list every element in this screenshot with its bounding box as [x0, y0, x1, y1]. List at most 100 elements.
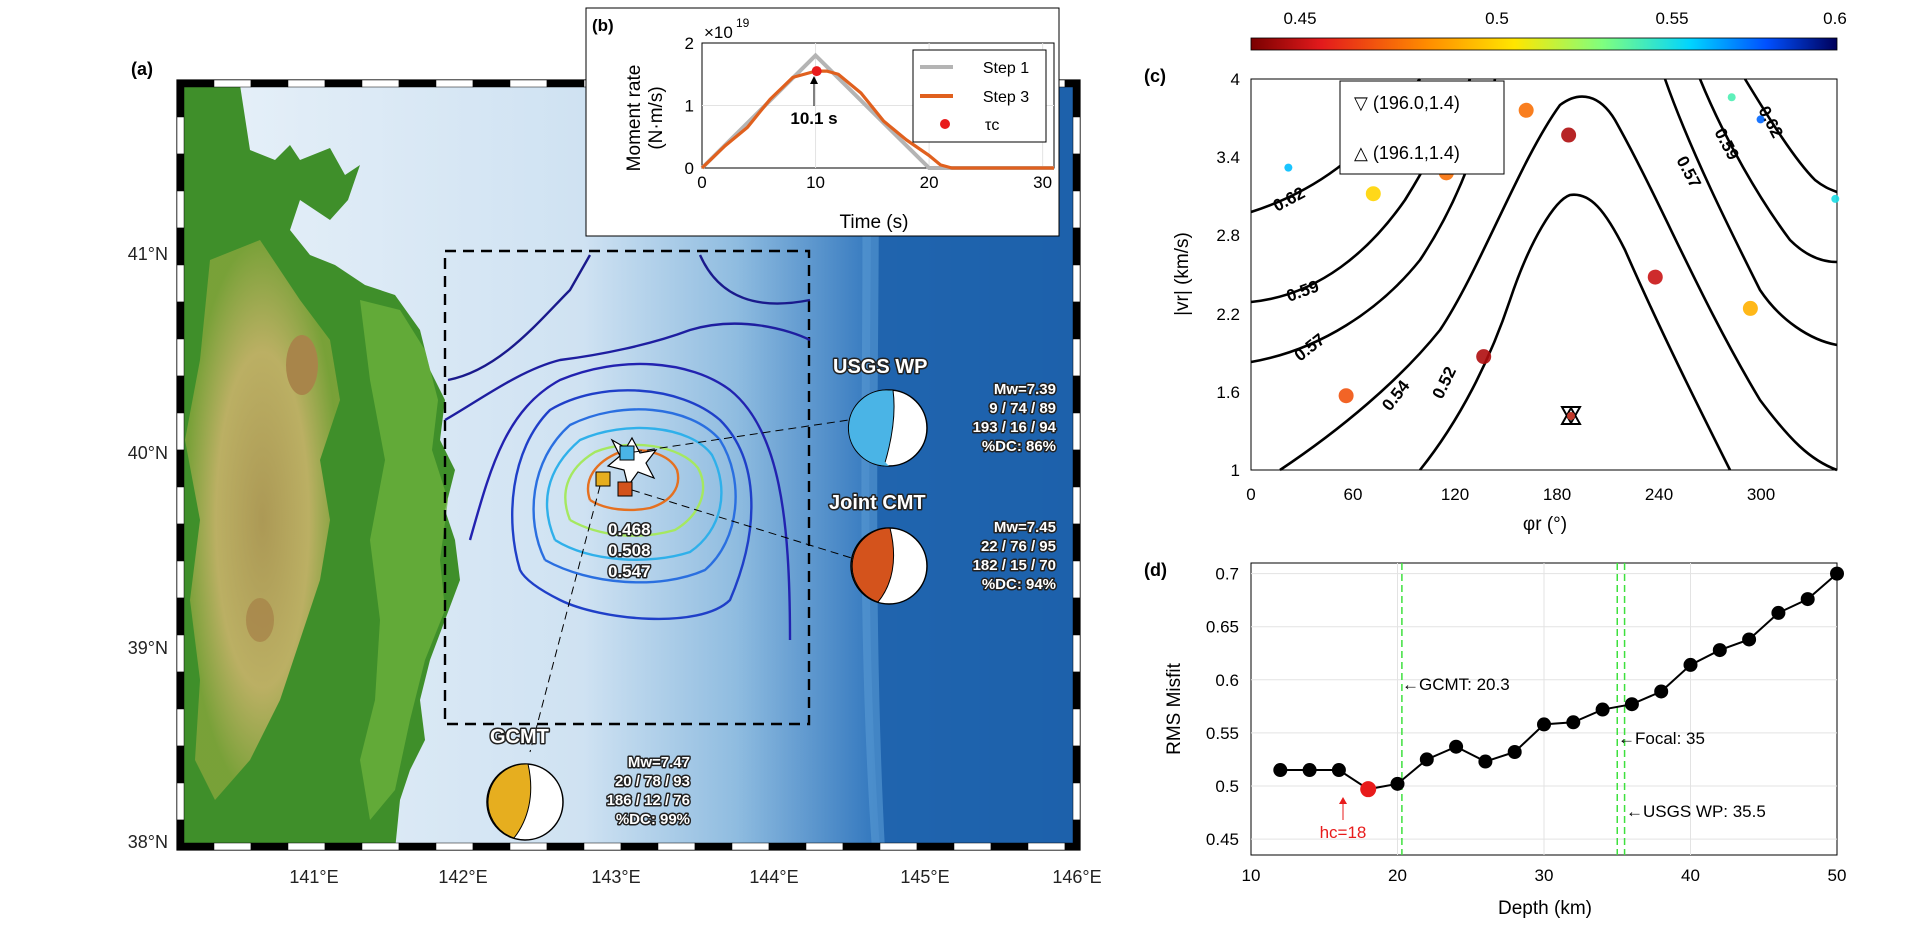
panel-a: (a) 0.468 0.508 — [128, 59, 1102, 887]
b-x-tick-label: 0 — [697, 173, 706, 192]
misfit-point — [1683, 657, 1698, 672]
exponent-power: 19 — [736, 16, 750, 30]
frame-tick — [1072, 819, 1081, 851]
legend-label: ▽ (196.0,1.4) — [1354, 93, 1460, 113]
misfit-point — [1390, 776, 1405, 791]
colorbar-ticks: 0.45 0.5 0.55 0.6 — [1283, 9, 1846, 28]
scatter-point — [1476, 349, 1492, 365]
solution-name: GCMT — [490, 726, 549, 748]
contour-label: 0.508 — [608, 541, 651, 560]
d-vlines — [1401, 563, 1626, 855]
frame-tick — [361, 842, 400, 851]
misfit-contours — [444, 254, 811, 641]
solution-mw: Mw=7.47 — [628, 754, 690, 771]
b-y-tick-label: 1 — [685, 97, 694, 116]
frame-tick — [879, 842, 918, 851]
frame-tick — [176, 301, 185, 340]
joint-location-marker — [617, 481, 633, 497]
b-marks — [700, 52, 1054, 170]
frame-tick — [435, 842, 474, 851]
d-y-tick-label: 0.7 — [1215, 565, 1239, 584]
frame-tick — [1072, 782, 1081, 821]
frame-tick — [1072, 301, 1081, 340]
frame-tick — [176, 190, 185, 229]
misfit-point — [1449, 739, 1464, 754]
tick-label: 180 — [1543, 485, 1571, 504]
solution-plane1: 22 / 76 / 95 — [981, 538, 1056, 555]
gcmt-location-marker — [595, 471, 611, 487]
frame-tick — [176, 671, 185, 710]
frame-tick — [250, 79, 289, 88]
frame-tick — [472, 842, 511, 851]
tick-label: 1 — [1231, 461, 1240, 480]
legend-label: Step 1 — [983, 60, 1029, 77]
solution-plane2: 182 / 15 / 70 — [973, 557, 1056, 574]
lon-tick-label: 143°E — [591, 867, 640, 887]
frame-tick — [176, 338, 185, 377]
b-y-tick-label: 2 — [685, 34, 694, 53]
annotation-gcmt: ←GCMT: 20.3 — [1402, 675, 1510, 694]
frame-tick — [398, 842, 437, 851]
contour-label: 0.547 — [608, 562, 651, 581]
scatter-point — [1561, 127, 1577, 143]
frame-tick — [176, 116, 185, 155]
frame-tick — [472, 79, 511, 88]
frame-tick — [1072, 671, 1081, 710]
frame-tick — [398, 79, 437, 88]
frame-tick — [1072, 449, 1081, 488]
scatter-point — [1647, 269, 1663, 285]
annotation-usgs: ←USGS WP: 35.5 — [1626, 802, 1766, 821]
frame-tick — [731, 842, 770, 851]
frame-tick — [176, 523, 185, 562]
beachball-gcmt — [486, 763, 564, 841]
map-frame-ticks — [176, 79, 1081, 851]
peak-label: 10.1 s — [790, 109, 837, 128]
tick-label: 240 — [1645, 485, 1673, 504]
frame-tick — [176, 153, 185, 192]
best-fit-point — [1567, 412, 1575, 420]
b-x-tick-label: 30 — [1033, 173, 1052, 192]
colorbar-tick-label: 0.5 — [1485, 9, 1509, 28]
frame-tick — [990, 842, 1029, 851]
b-y-tick-label: 0 — [685, 159, 694, 178]
solution-plane2: 193 / 16 / 94 — [973, 419, 1057, 436]
frame-tick — [176, 227, 185, 266]
hc-label: hc=18 — [1320, 823, 1367, 842]
frame-tick — [657, 842, 696, 851]
frame-tick — [509, 79, 548, 88]
d-xlabel: Depth (km) — [1498, 898, 1592, 919]
misfit-point — [1771, 605, 1786, 620]
frame-tick — [583, 842, 622, 851]
lon-tick-label: 146°E — [1052, 867, 1101, 887]
frame-tick — [176, 375, 185, 414]
leader-line — [529, 485, 601, 753]
misfit-point — [1331, 763, 1346, 778]
scatter-point — [1831, 194, 1840, 203]
lon-labels: 141°E 142°E 143°E 144°E 145°E 146°E — [289, 867, 1101, 887]
legend-label: △ (196.1,1.4) — [1354, 143, 1460, 163]
frame-tick — [1072, 560, 1081, 599]
scatter-point — [1284, 163, 1293, 172]
contour-label: 0.468 — [608, 520, 651, 539]
misfit-point — [1507, 745, 1522, 760]
colorbar-tick-label: 0.45 — [1283, 9, 1316, 28]
d-tick-labels: 10 20 30 40 50 0.45 0.5 0.55 0.6 0.65 0.7 — [1206, 565, 1847, 885]
c-xlabel: φr (°) — [1523, 514, 1567, 535]
c-plot-area — [1250, 78, 1838, 471]
frame-tick — [1072, 375, 1081, 414]
frame-tick — [435, 79, 474, 88]
frame-tick — [1072, 153, 1081, 192]
lat-tick-label: 41°N — [128, 244, 168, 264]
misfit-point — [1537, 717, 1551, 732]
frame-tick — [176, 264, 185, 303]
misfit-point — [1800, 592, 1815, 607]
d-y-tick-label: 0.45 — [1206, 830, 1239, 849]
c-legend-box — [1339, 80, 1505, 175]
b-x-tick-label: 10 — [806, 173, 825, 192]
frame-tick — [509, 842, 548, 851]
tick-label: 4 — [1231, 70, 1240, 89]
tick-label: 0 — [1246, 485, 1255, 504]
d-marks — [1273, 566, 1844, 798]
frame-tick — [1072, 338, 1081, 377]
b-ylabel-line2: (N·m/s) — [646, 86, 667, 149]
